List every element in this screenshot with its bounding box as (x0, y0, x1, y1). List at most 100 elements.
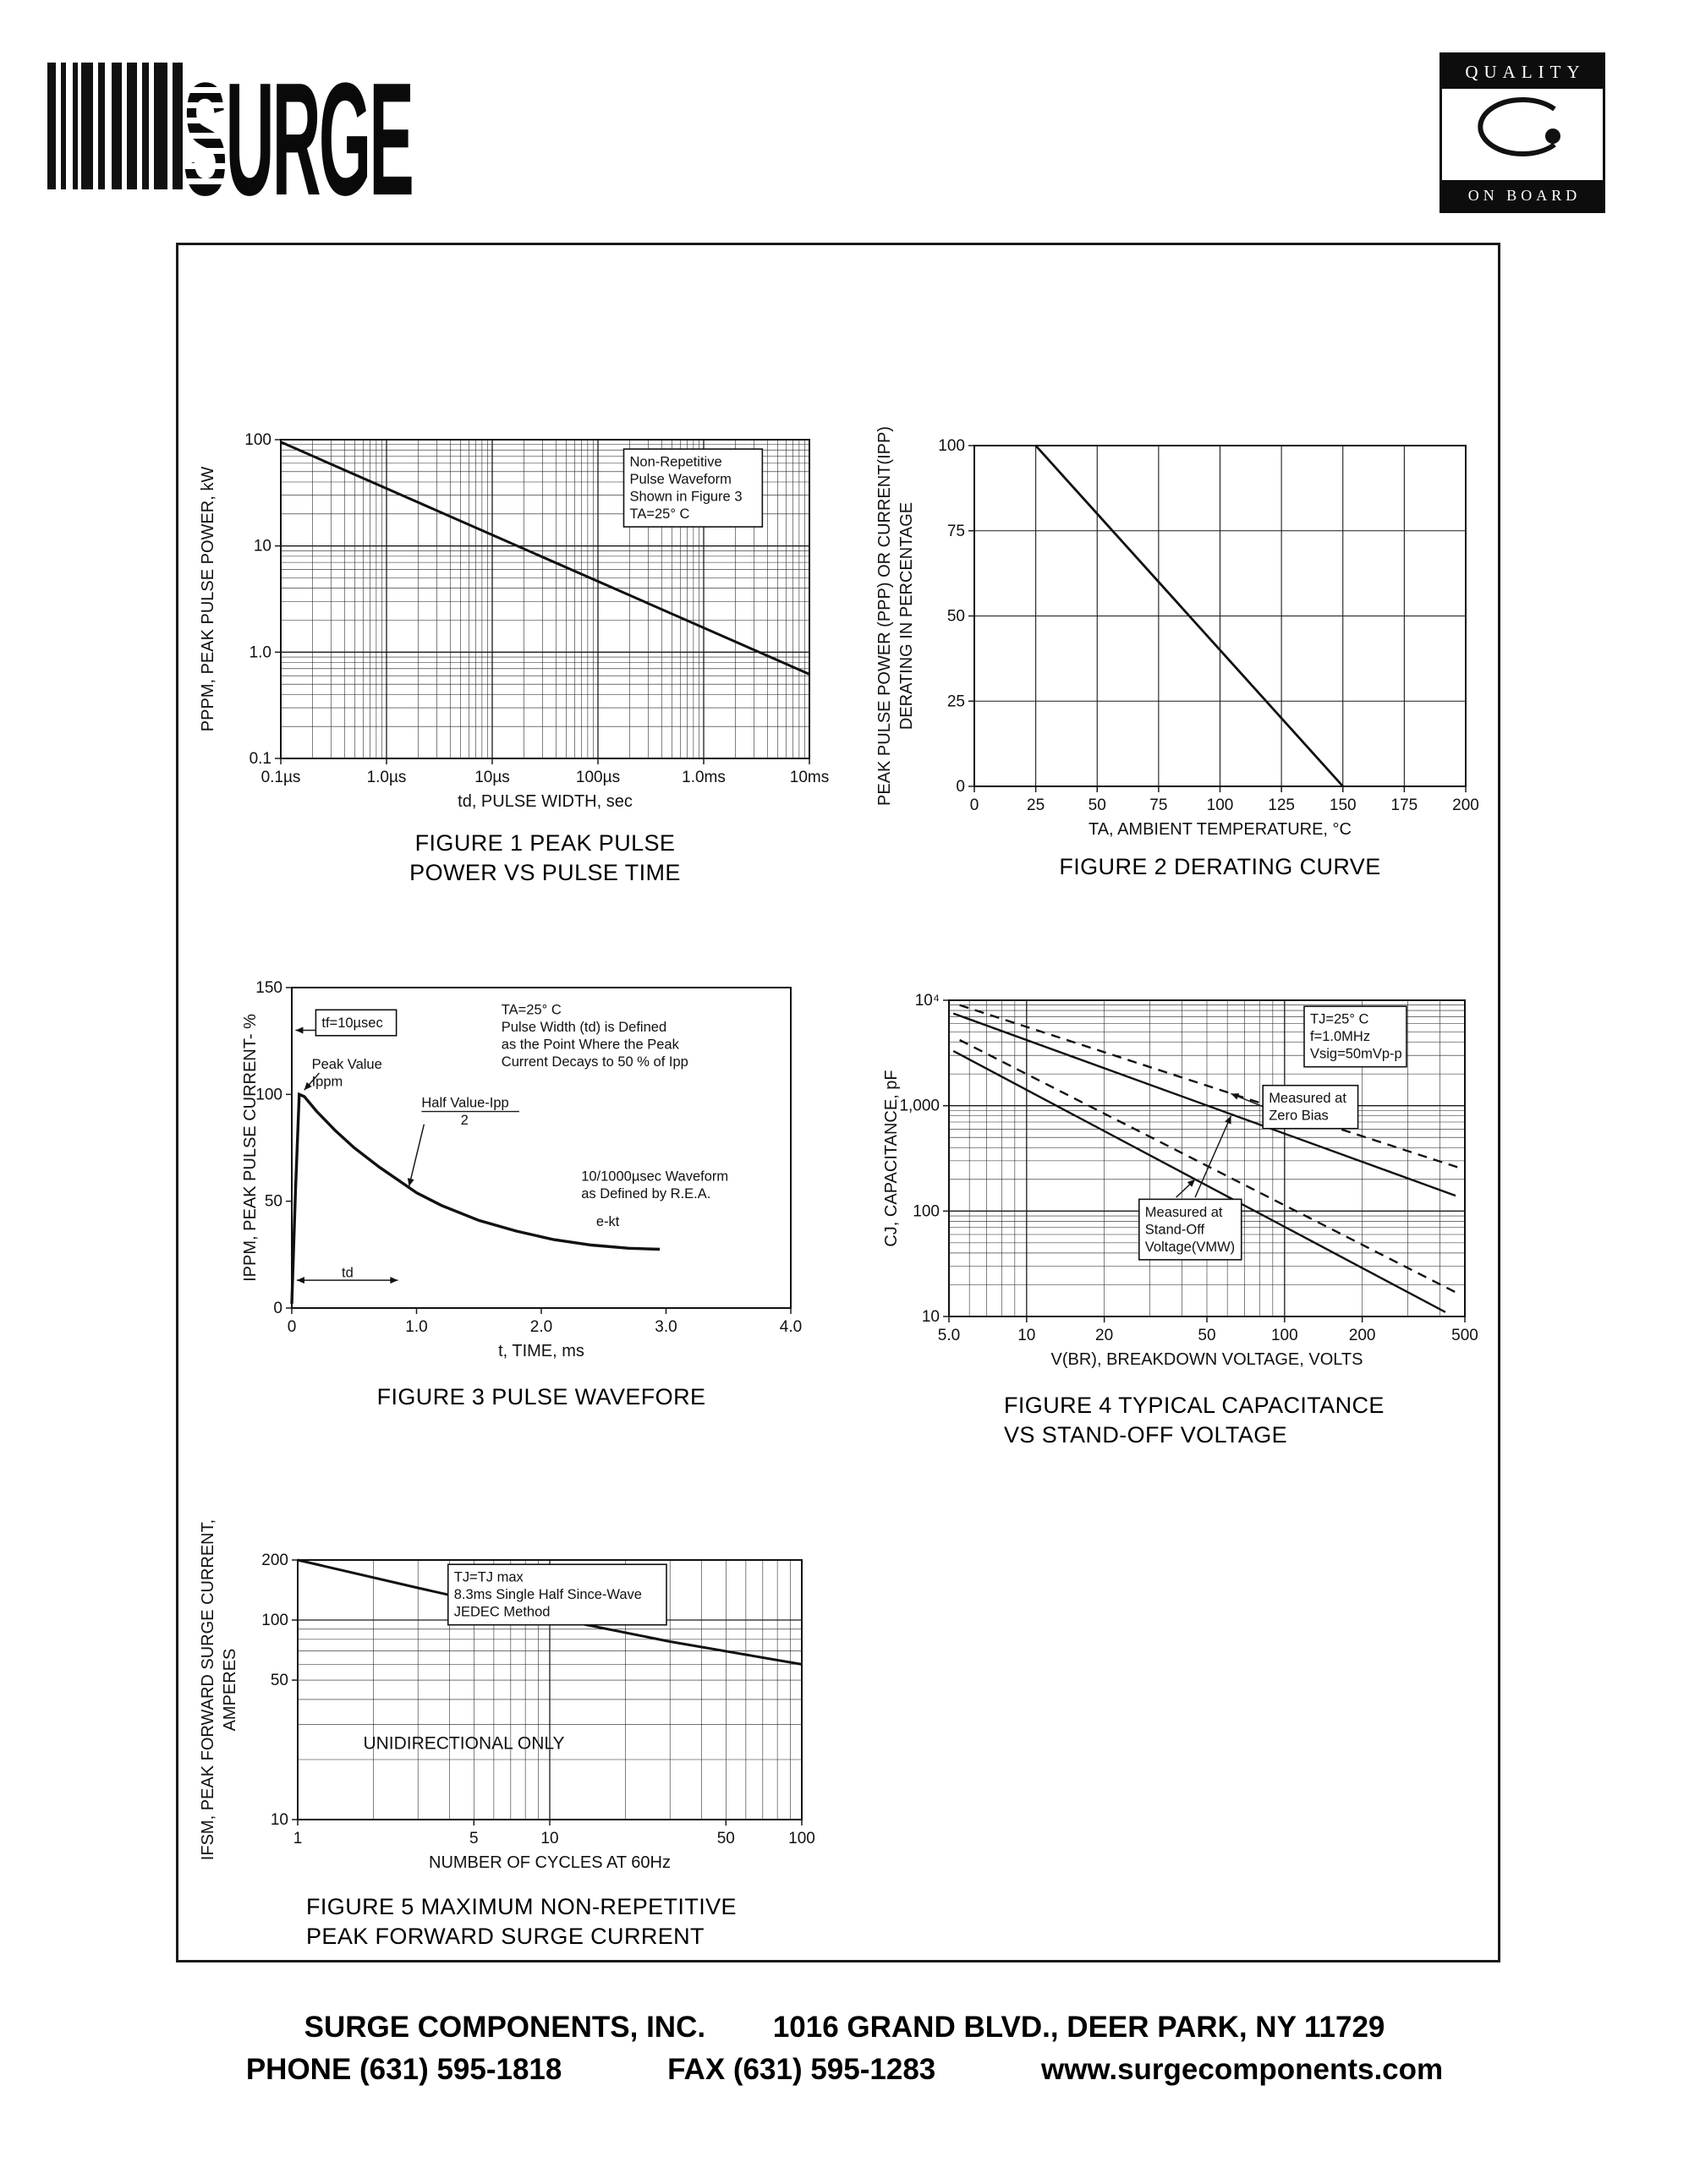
figure3-caption: FIGURE 3 PULSE WAVEFORE (292, 1382, 791, 1412)
svg-text:tf=10µsec: tf=10µsec (321, 1015, 382, 1031)
svg-text:Peak Value: Peak Value (312, 1057, 382, 1072)
peak-pulse-power-line (280, 441, 810, 676)
svg-text:125: 125 (1268, 796, 1295, 814)
figure-1-plot: 0.1µs 1.0µs 10µs 100µs 1.0ms 10ms 100 10 1.0 0.1 t… (199, 431, 829, 811)
svg-text:175: 175 (1391, 796, 1418, 814)
svg-text:50: 50 (1089, 796, 1106, 814)
svg-text:CJ, CAPACITANCE, pF: CJ, CAPACITANCE, pF (882, 1070, 901, 1246)
svg-text:e-kt: e-kt (596, 1214, 620, 1229)
svg-text:10: 10 (540, 1830, 558, 1847)
svg-text:JEDEC Method: JEDEC Method (454, 1605, 551, 1620)
svg-text:5.0: 5.0 (938, 1327, 960, 1344)
figure5-caption-line2: PEAK FORWARD SURGE CURRENT (306, 1924, 705, 1949)
svg-text:50: 50 (947, 608, 965, 626)
svg-text:0: 0 (288, 1318, 297, 1336)
svg-text:100: 100 (788, 1830, 815, 1847)
svg-text:1,000: 1,000 (899, 1097, 940, 1115)
svg-text:IFSM, PEAK FORWARD SURGE CURRE: IFSM, PEAK FORWARD SURGE CURRENT, (199, 1519, 217, 1860)
phone-number: PHONE (631) 595-1818 (245, 2053, 562, 2086)
svg-text:100: 100 (244, 431, 271, 449)
svg-text:IPPM, PEAK PULSE CURRENT- %: IPPM, PEAK PULSE CURRENT- % (241, 1014, 260, 1282)
svg-text:Vsig=50mVp-p: Vsig=50mVp-p (1310, 1047, 1402, 1062)
figure-3-plot: 0 1.0 2.0 3.0 4.0 150 100 50 0 t, TIME, ms IPPM, P… (241, 979, 802, 1360)
svg-text:3.0: 3.0 (655, 1318, 677, 1336)
svg-text:200: 200 (1452, 796, 1479, 814)
surge-logo-urge: URGE (225, 50, 414, 229)
svg-text:20: 20 (1095, 1327, 1113, 1344)
svg-text:2.0: 2.0 (530, 1318, 552, 1336)
svg-text:25: 25 (947, 692, 965, 710)
svg-text:0.1: 0.1 (250, 750, 271, 768)
figure4-caption-line1: FIGURE 4 TYPICAL CAPACITANCE (1004, 1393, 1385, 1418)
svg-text:100: 100 (1207, 796, 1234, 814)
svg-text:50: 50 (1198, 1327, 1215, 1344)
figure2-caption: FIGURE 2 DERATING CURVE (974, 852, 1466, 882)
svg-text:25: 25 (1027, 796, 1045, 814)
svg-text:Measured at: Measured at (1145, 1205, 1223, 1220)
surge-logo-s: S (183, 50, 228, 229)
svg-text:TA, AMBIENT TEMPERATURE, °C: TA, AMBIENT TEMPERATURE, °C (1089, 820, 1352, 839)
quality-label: QUALITY (1442, 55, 1603, 89)
svg-text:200: 200 (1349, 1327, 1376, 1344)
svg-text:TJ=25° C: TJ=25° C (1310, 1012, 1369, 1027)
svg-text:50: 50 (265, 1193, 282, 1211)
svg-text:Stand-Off: Stand-Off (1145, 1222, 1205, 1237)
svg-text:10: 10 (1017, 1327, 1035, 1344)
svg-text:75: 75 (947, 523, 965, 540)
svg-text:75: 75 (1149, 796, 1167, 814)
svg-text:10: 10 (922, 1308, 940, 1326)
figure3-pulse-waveform-chart: 0 1.0 2.0 3.0 4.0 150 100 50 0 t, TIME, ms IPPM, P… (178, 930, 854, 1366)
figure1-caption: FIGURE 1 PEAK PULSE POWER VS PULSE TIME (281, 829, 809, 888)
svg-text:TA=25° C: TA=25° C (630, 506, 690, 522)
company-address: 1016 GRAND BLVD., DEER PARK, NY 11729 (772, 2011, 1385, 2044)
svg-text:DERATING IN PERCENTAGE: DERATING IN PERCENTAGE (897, 502, 916, 730)
figure4-capacitance-chart: 5.0 10 20 50 100 200 500 10⁴ 1,000 100 10 V(BR), BR… (846, 943, 1514, 1374)
quality-on-board-badge: QUALITY ON BOARD (1439, 52, 1605, 213)
svg-text:50: 50 (271, 1672, 288, 1689)
svg-text:td: td (342, 1265, 354, 1280)
surge-logo-word: S URGE (183, 50, 414, 229)
figure3-caption-line1: FIGURE 3 PULSE WAVEFORE (376, 1384, 706, 1409)
website-url: www.surgecomponents.com (1040, 2053, 1444, 2086)
svg-text:0: 0 (273, 1300, 282, 1317)
figure5-surge-current-chart: 1 5 10 50 100 200 100 50 10 NUMBER OF CYCLES AT 6… (178, 1501, 863, 1881)
svg-text:Current Decays to 50 % of Ipp: Current Decays to 50 % of Ipp (502, 1054, 688, 1070)
figure5-caption: FIGURE 5 MAXIMUM NON-REPETITIVE PEAK FOR… (306, 1892, 831, 1951)
svg-text:150: 150 (255, 979, 282, 997)
svg-text:Ippm: Ippm (312, 1075, 343, 1090)
svg-text:10: 10 (254, 538, 271, 556)
company-name: SURGE COMPONENTS, INC. (304, 2011, 706, 2044)
badge-emblem (1442, 89, 1603, 180)
svg-text:10⁴: 10⁴ (915, 992, 940, 1010)
svg-text:TJ=TJ max: TJ=TJ max (454, 1570, 524, 1585)
svg-text:PEAK PULSE POWER (PPP) OR CURR: PEAK PULSE POWER (PPP) OR CURRENT(IPP) (875, 426, 894, 806)
svg-text:10ms: 10ms (790, 769, 829, 786)
svg-text:8.3ms Single Half Since-Wave: 8.3ms Single Half Since-Wave (454, 1587, 642, 1602)
svg-text:UNIDIRECTIONAL ONLY: UNIDIRECTIONAL ONLY (363, 1734, 564, 1754)
svg-text:Shown in Figure 3: Shown in Figure 3 (630, 490, 743, 505)
footer-contact-line: PHONE (631) 595-1818 FAX (631) 595-1283 … (0, 2053, 1689, 2087)
fax-number: FAX (631) 595-1283 (667, 2053, 936, 2086)
svg-text:50: 50 (717, 1830, 735, 1847)
svg-text:Pulse Waveform: Pulse Waveform (630, 472, 732, 487)
svg-text:AMPERES: AMPERES (221, 1649, 239, 1732)
svg-text:PPPM, PEAK PULSE POWER, kW: PPPM, PEAK PULSE POWER, kW (199, 467, 217, 732)
figure1-caption-line1: FIGURE 1 PEAK PULSE (414, 830, 676, 856)
barcode-stripes-icon (47, 63, 183, 189)
svg-text:0: 0 (956, 778, 965, 796)
svg-text:2: 2 (461, 1113, 469, 1128)
figure1-caption-line2: POWER VS PULSE TIME (409, 860, 681, 885)
capacitance-zero-bias-lower (959, 1038, 1456, 1294)
svg-text:Non-Repetitive: Non-Repetitive (630, 455, 722, 470)
svg-text:Voltage(VMW): Voltage(VMW) (1145, 1240, 1235, 1255)
svg-text:100: 100 (261, 1612, 288, 1629)
figure2-caption-line1: FIGURE 2 DERATING CURVE (1059, 854, 1381, 879)
svg-text:10: 10 (271, 1811, 288, 1829)
figure-5-plot: 1 5 10 50 100 200 100 50 10 NUMBER OF CYCLES AT 6… (199, 1519, 815, 1872)
svg-text:100: 100 (1271, 1327, 1298, 1344)
on-board-label: ON BOARD (1442, 180, 1603, 211)
svg-text:100µs: 100µs (576, 769, 620, 786)
svg-text:100: 100 (255, 1086, 282, 1103)
svg-text:500: 500 (1451, 1327, 1478, 1344)
